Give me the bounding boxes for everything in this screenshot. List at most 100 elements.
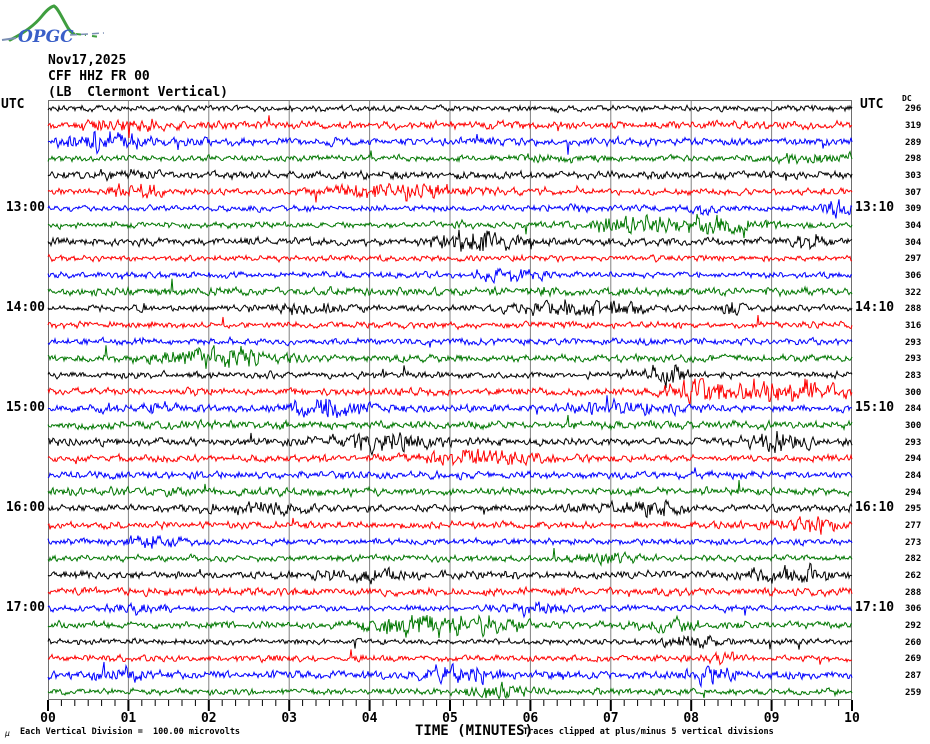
hour-label-right: 13:10 — [855, 200, 895, 215]
seismic-trace — [47, 467, 853, 481]
hour-label-left: 17:00 — [5, 600, 45, 615]
seismic-trace — [47, 534, 853, 549]
time-axis-title: TIME (MINUTES) — [415, 723, 534, 739]
channel-description: (LB Clermont Vertical) — [48, 85, 229, 100]
seismic-trace — [47, 364, 853, 389]
dc-value: 283 — [905, 371, 922, 381]
dc-value: 262 — [905, 571, 922, 581]
seismic-trace — [47, 253, 853, 264]
dc-value: 294 — [905, 488, 922, 498]
dc-label: DC — [902, 94, 912, 103]
seismic-trace — [47, 378, 853, 405]
dc-value: 289 — [905, 138, 922, 148]
hour-label-right: 14:10 — [855, 300, 895, 315]
plot-border — [48, 100, 852, 700]
dc-value: 259 — [905, 688, 922, 698]
dc-value: 304 — [905, 221, 922, 231]
dc-value: 319 — [905, 121, 922, 131]
dc-value: 309 — [905, 204, 922, 214]
logo-right-dashes — [75, 33, 101, 38]
dc-value: 288 — [905, 304, 922, 314]
seismic-trace — [47, 547, 853, 567]
dc-value: 293 — [905, 438, 922, 448]
dc-value: 288 — [905, 588, 922, 598]
division-note: Each Vertical Division = 100.00 microvol… — [20, 727, 241, 737]
seismic-trace — [47, 395, 853, 418]
seismic-trace — [47, 480, 853, 499]
dc-value: 293 — [905, 354, 922, 364]
dc-value: 306 — [905, 271, 922, 281]
hour-label-right: 17:10 — [855, 600, 895, 615]
utc-label-right: UTC — [860, 97, 884, 112]
clip-note: Traces clipped at plus/minus 5 vertical … — [523, 727, 774, 737]
seismic-trace — [47, 115, 853, 139]
x-tick-label: 03 — [281, 711, 298, 726]
seismic-trace — [47, 213, 853, 239]
x-tick-label: 09 — [763, 711, 780, 726]
hour-label-left: 16:00 — [5, 500, 45, 515]
x-tick-label: 08 — [683, 711, 700, 726]
logo-text: OPGC — [18, 27, 74, 47]
dc-value: 304 — [905, 238, 922, 248]
dc-value: 297 — [905, 254, 922, 264]
dc-value: 292 — [905, 621, 922, 631]
hour-label-left: 15:00 — [5, 400, 45, 415]
x-tick-label: 06 — [522, 711, 539, 726]
logo-left-dash — [1, 37, 17, 41]
seismic-trace — [47, 199, 853, 219]
hour-label-right: 16:10 — [855, 500, 895, 515]
dc-value: 260 — [905, 638, 922, 648]
logo-mountain-curve — [8, 4, 76, 42]
seismic-trace — [47, 614, 853, 639]
x-tick-label: 00 — [40, 711, 56, 726]
seismic-trace — [47, 516, 853, 535]
micro-symbol: µ — [5, 729, 10, 738]
dc-value: 322 — [905, 288, 922, 298]
dc-value: 300 — [905, 388, 922, 398]
seismic-trace — [47, 314, 853, 331]
hour-label-left: 14:00 — [5, 300, 45, 315]
dc-value: 293 — [905, 338, 922, 348]
dc-value: 307 — [905, 188, 922, 198]
date-label: Nov17,2025 — [48, 53, 127, 68]
seismic-trace — [47, 229, 853, 252]
dc-value: 300 — [905, 421, 922, 431]
dc-value: 273 — [905, 538, 922, 548]
dc-value: 284 — [905, 471, 922, 481]
dc-value: 295 — [905, 504, 922, 514]
seismic-trace — [47, 168, 853, 183]
seismic-trace — [47, 448, 853, 467]
seismic-trace — [47, 585, 853, 598]
dc-value: 298 — [905, 154, 922, 164]
station-label: CFF HHZ FR 00 — [48, 69, 150, 84]
seismic-trace — [47, 335, 853, 348]
dc-value: 316 — [905, 321, 922, 331]
seismic-trace — [47, 601, 853, 619]
dc-value: 282 — [905, 554, 922, 564]
seismic-trace — [47, 182, 853, 203]
hour-label-right: 15:10 — [855, 400, 895, 415]
seismic-trace — [47, 562, 853, 585]
seismic-trace — [47, 130, 853, 155]
seismic-trace — [47, 150, 853, 166]
opgc-logo: OPGC — [1, 4, 105, 47]
x-tick-label: 04 — [361, 711, 378, 726]
seismic-trace — [47, 299, 853, 317]
seismic-trace — [47, 649, 853, 666]
seismic-trace — [47, 661, 853, 689]
dc-value: 306 — [905, 604, 922, 614]
dc-value: 287 — [905, 671, 922, 681]
utc-label-left: UTC — [1, 97, 25, 112]
dc-value: 294 — [905, 454, 922, 464]
dc-value: 284 — [905, 404, 922, 414]
dc-value: 277 — [905, 521, 922, 531]
dc-value: 269 — [905, 654, 922, 664]
seismic-trace — [47, 278, 853, 298]
seismic-trace — [47, 345, 853, 369]
dc-value: 296 — [905, 104, 922, 114]
seismic-trace — [47, 430, 853, 457]
x-tick-label: 05 — [442, 711, 458, 726]
seismic-trace — [47, 498, 853, 519]
